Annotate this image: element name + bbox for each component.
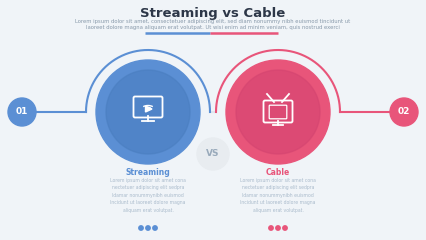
Polygon shape: [146, 106, 152, 112]
Circle shape: [236, 70, 320, 154]
Circle shape: [139, 226, 143, 230]
Text: Lorem ipsum dolor sit amet cona
nectetuer adipiscing elit sedpra
ldamar nonummyn: Lorem ipsum dolor sit amet cona nectetue…: [240, 178, 316, 213]
Text: Cable: Cable: [266, 168, 290, 177]
Circle shape: [390, 98, 418, 126]
Circle shape: [197, 138, 229, 170]
Text: Streaming vs Cable: Streaming vs Cable: [141, 7, 285, 20]
Text: laoreet dolore magna aliquam erat volutpat. Ut wisi enim ad minim veniam, quis n: laoreet dolore magna aliquam erat volutp…: [86, 25, 340, 30]
Text: 02: 02: [398, 108, 410, 116]
Text: Streaming: Streaming: [126, 168, 170, 177]
Circle shape: [276, 226, 280, 230]
Circle shape: [96, 60, 200, 164]
Circle shape: [269, 226, 273, 230]
Text: Lorem ipsum dolor sit amet, consectetuer adipiscing elit, sed diam nonummy nibh : Lorem ipsum dolor sit amet, consectetuer…: [75, 19, 351, 24]
Circle shape: [283, 226, 287, 230]
Circle shape: [226, 60, 330, 164]
Circle shape: [153, 226, 157, 230]
Circle shape: [106, 70, 190, 154]
Circle shape: [146, 226, 150, 230]
Text: Lorem ipsum dolor sit amet cona
nectetuer adipiscing elit sedpra
ldamar nonummyn: Lorem ipsum dolor sit amet cona nectetue…: [110, 178, 186, 213]
Text: 01: 01: [16, 108, 28, 116]
Text: VS: VS: [206, 150, 220, 158]
Circle shape: [8, 98, 36, 126]
